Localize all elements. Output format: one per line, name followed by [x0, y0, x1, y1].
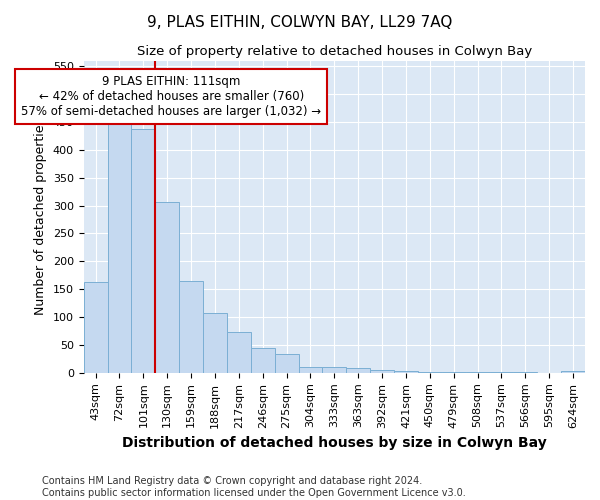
- Bar: [227, 332, 251, 373]
- Bar: [155, 202, 179, 373]
- Bar: [466, 372, 490, 373]
- Bar: [107, 122, 131, 373]
- Bar: [490, 372, 514, 373]
- Bar: [251, 348, 275, 373]
- Bar: [394, 371, 418, 373]
- Text: 9 PLAS EITHIN: 111sqm
← 42% of detached houses are smaller (760)
57% of semi-det: 9 PLAS EITHIN: 111sqm ← 42% of detached …: [22, 74, 322, 118]
- Bar: [203, 313, 227, 373]
- Bar: [179, 281, 203, 373]
- X-axis label: Distribution of detached houses by size in Colwyn Bay: Distribution of detached houses by size …: [122, 436, 547, 450]
- Bar: [322, 367, 346, 373]
- Bar: [346, 368, 370, 373]
- Y-axis label: Number of detached properties: Number of detached properties: [34, 118, 47, 315]
- Bar: [83, 282, 107, 373]
- Title: Size of property relative to detached houses in Colwyn Bay: Size of property relative to detached ho…: [137, 45, 532, 58]
- Bar: [514, 372, 537, 373]
- Bar: [561, 370, 585, 373]
- Bar: [370, 370, 394, 373]
- Bar: [442, 372, 466, 373]
- Bar: [131, 129, 155, 373]
- Text: Contains HM Land Registry data © Crown copyright and database right 2024.
Contai: Contains HM Land Registry data © Crown c…: [42, 476, 466, 498]
- Bar: [275, 354, 299, 373]
- Bar: [299, 367, 322, 373]
- Bar: [418, 372, 442, 373]
- Text: 9, PLAS EITHIN, COLWYN BAY, LL29 7AQ: 9, PLAS EITHIN, COLWYN BAY, LL29 7AQ: [148, 15, 452, 30]
